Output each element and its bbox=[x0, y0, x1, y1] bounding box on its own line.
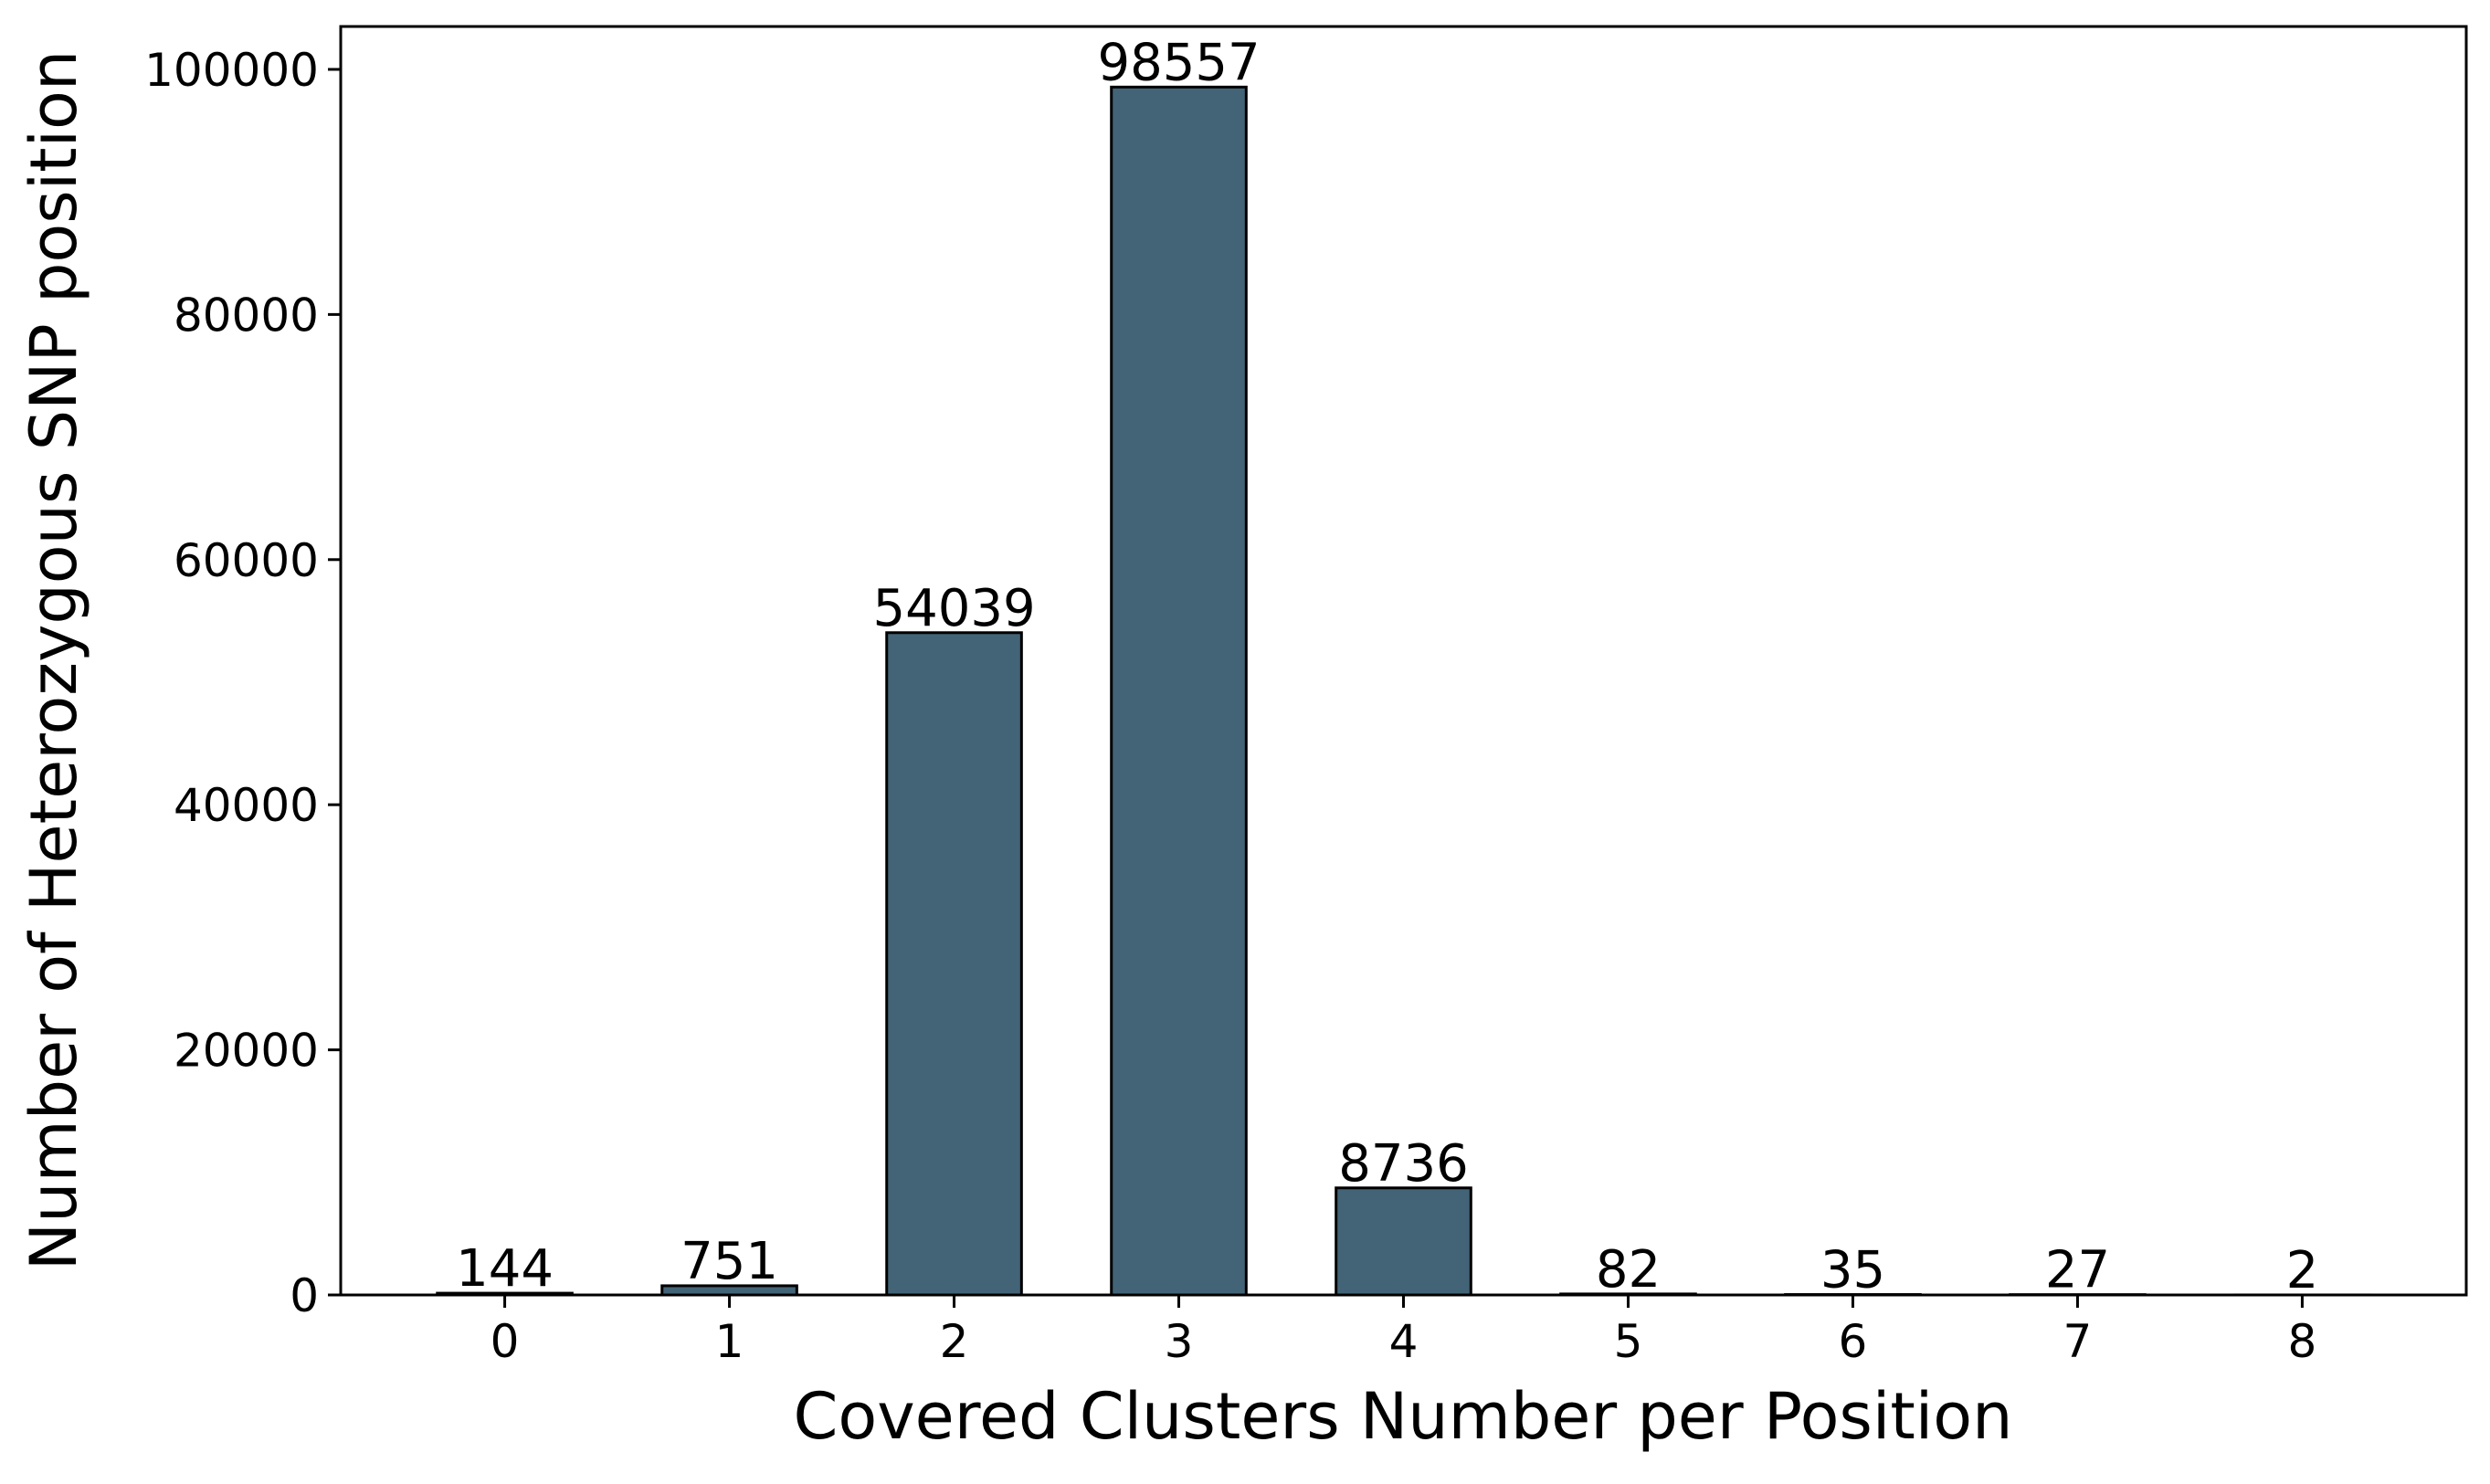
data-label-3: 98557 bbox=[1097, 33, 1260, 92]
data-label-8: 2 bbox=[2286, 1241, 2319, 1300]
x-axis-title: Covered Clusters Number per Position bbox=[794, 1379, 2013, 1454]
x-tick-label-4: 4 bbox=[1389, 1315, 1419, 1368]
plot-frame bbox=[341, 26, 2466, 1295]
x-tick-label-1: 1 bbox=[715, 1315, 744, 1368]
y-tick-label-100000: 100000 bbox=[144, 44, 319, 97]
bar-3 bbox=[1112, 87, 1247, 1295]
bars-layer bbox=[438, 87, 2369, 1295]
x-axis: 0 1 2 3 4 5 6 7 8 bbox=[491, 1295, 2317, 1368]
y-tick-label-80000: 80000 bbox=[174, 289, 319, 342]
x-tick-label-3: 3 bbox=[1165, 1315, 1194, 1368]
data-label-7: 27 bbox=[2045, 1241, 2110, 1300]
y-tick-label-20000: 20000 bbox=[174, 1025, 319, 1078]
x-tick-label-2: 2 bbox=[940, 1315, 969, 1368]
data-label-0: 144 bbox=[456, 1239, 554, 1299]
bar-4 bbox=[1336, 1188, 1472, 1295]
x-tick-label-5: 5 bbox=[1614, 1315, 1643, 1368]
y-axis-title: Number of Heterozygous SNP position bbox=[16, 50, 91, 1271]
x-tick-label-6: 6 bbox=[1839, 1315, 1868, 1368]
data-label-6: 35 bbox=[1820, 1241, 1885, 1300]
data-labels-layer: 144 751 54039 98557 8736 82 35 27 2 bbox=[456, 33, 2318, 1300]
x-tick-label-8: 8 bbox=[2288, 1315, 2317, 1368]
y-tick-label-40000: 40000 bbox=[174, 779, 319, 832]
y-tick-label-60000: 60000 bbox=[174, 534, 319, 587]
bar-2 bbox=[887, 633, 1022, 1295]
x-tick-label-0: 0 bbox=[491, 1315, 520, 1368]
data-label-5: 82 bbox=[1596, 1240, 1661, 1300]
data-label-2: 54039 bbox=[872, 579, 1035, 638]
y-tick-label-0: 0 bbox=[290, 1269, 319, 1322]
data-label-1: 751 bbox=[681, 1232, 778, 1291]
x-tick-label-7: 7 bbox=[2063, 1315, 2093, 1368]
y-axis: 0 20000 40000 60000 80000 100000 bbox=[144, 44, 341, 1322]
data-label-4: 8736 bbox=[1338, 1134, 1469, 1194]
